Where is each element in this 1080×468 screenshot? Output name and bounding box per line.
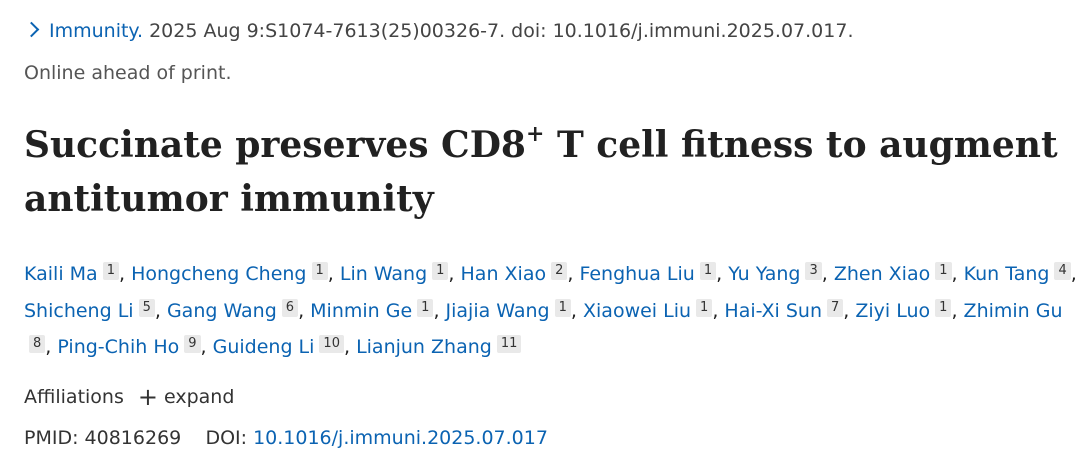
affiliation-number[interactable]: 1 — [417, 298, 434, 317]
author: Hai-Xi Sun 7, — [724, 298, 850, 322]
affiliation-number[interactable]: 1 — [432, 262, 449, 280]
author-link[interactable]: Fenghua Liu — [579, 263, 695, 285]
author: Kaili Ma 1, — [24, 262, 126, 285]
citation-details: 2025 Aug 9:S1074-7613(25)00326-7. doi: 1… — [149, 20, 854, 42]
author-separator: , — [327, 263, 334, 285]
author-link[interactable]: Jiajia Wang — [445, 299, 550, 322]
title-superscript: + — [525, 121, 545, 147]
chevron-icon[interactable] — [23, 21, 40, 38]
author-link[interactable]: Guideng Li — [212, 336, 315, 358]
affiliation-number[interactable]: 6 — [281, 298, 299, 317]
author-separator: , — [45, 336, 52, 358]
author-separator: , — [821, 263, 828, 285]
affiliations-label: Affiliations — [24, 386, 124, 408]
affiliation-number[interactable]: 4 — [1054, 262, 1071, 280]
affiliation-number[interactable]: 1 — [935, 298, 952, 317]
title-text: Succinate preserves CD8 — [24, 124, 526, 166]
author-link[interactable]: Ping-Chih Ho — [57, 336, 180, 358]
author: Minmin Ge 1, — [310, 298, 440, 322]
affiliation-number[interactable]: 5 — [138, 298, 155, 317]
author-separator: , — [433, 299, 440, 322]
pmid: 40816269 — [84, 427, 182, 449]
author-link[interactable]: Zhimin Gu — [963, 299, 1063, 322]
author: Shicheng Li 5, — [24, 298, 161, 322]
author: Lianjun Zhang 11 — [356, 335, 522, 358]
author-link[interactable]: Zhen Xiao — [833, 263, 931, 285]
author: Zhen Xiao 1, — [833, 262, 958, 285]
affiliation-number[interactable]: 3 — [805, 262, 822, 280]
author: Gang Wang 6, — [166, 298, 305, 322]
article-title: Succinate preserves CD8+ T cell fitness … — [24, 118, 1064, 226]
author-separator: , — [118, 263, 126, 285]
author-list: Kaili Ma 1, Hongcheng Cheng 1, Lin Wang 1, … — [24, 256, 1080, 366]
author: Hongcheng Cheng 1, — [131, 262, 334, 285]
pmid-label: PMID: — [24, 427, 79, 449]
author-separator: , — [448, 263, 455, 285]
author-separator: , — [716, 263, 723, 285]
author-link[interactable]: Yu Yang — [728, 263, 801, 285]
title-text: T cell fitness to augment antitumor immu… — [24, 124, 1058, 220]
affiliation-number[interactable]: 1 — [554, 298, 571, 317]
author-separator: , — [200, 336, 207, 358]
author: Fenghua Liu 1, — [579, 262, 723, 285]
author-link[interactable]: Han Xiao — [460, 263, 547, 285]
affiliation-number[interactable]: 2 — [551, 262, 568, 280]
doi-link[interactable]: 10.1016/j.immuni.2025.07.017 — [253, 427, 548, 449]
identifiers: PMID: 40816269 DOI: 10.1016/j.immuni.202… — [24, 427, 548, 449]
author-link[interactable]: Gang Wang — [166, 299, 277, 322]
journal-link[interactable]: Immunity. — [49, 20, 144, 42]
author-separator: , — [154, 299, 161, 322]
author-separator: , — [951, 263, 958, 285]
author-separator: , — [843, 299, 850, 322]
author: Yu Yang 3, — [728, 262, 828, 285]
author-link[interactable]: Ziyi Luo — [855, 299, 931, 322]
author-separator: , — [567, 263, 574, 285]
author: Ziyi Luo 1, — [855, 298, 958, 322]
author-link[interactable]: Lin Wang — [339, 263, 428, 285]
expand-icon[interactable]: + — [137, 383, 158, 411]
affiliation-number[interactable]: 1 — [935, 262, 952, 280]
affiliations: Affiliations + expand — [24, 383, 235, 411]
author: Jiajia Wang 1, — [445, 298, 577, 322]
publication-status: Online ahead of print. — [24, 62, 232, 84]
author-link[interactable]: Kaili Ma — [24, 263, 98, 285]
author: Guideng Li 10, — [212, 335, 351, 358]
author: Ping-Chih Ho 9, — [57, 335, 207, 358]
author-separator: , — [1070, 263, 1077, 285]
affiliation-number[interactable]: 9 — [184, 335, 201, 353]
author: Xiaowei Liu 1, — [583, 298, 719, 322]
affiliation-number[interactable]: 7 — [827, 298, 844, 317]
affiliation-number[interactable]: 1 — [699, 262, 717, 280]
author-link[interactable]: Kun Tang — [963, 263, 1050, 285]
author: Zhimin Gu 8, — [24, 299, 1063, 358]
author: Kun Tang 4, — [963, 262, 1077, 285]
author-link[interactable]: Hai-Xi Sun — [724, 299, 823, 322]
expand-toggle[interactable]: expand — [163, 386, 235, 408]
author-separator: , — [712, 299, 719, 322]
author: Lin Wang 1, — [339, 262, 455, 285]
affiliation-number[interactable]: 1 — [696, 298, 713, 317]
citation: Immunity. 2025 Aug 9:S1074-7613(25)00326… — [23, 20, 854, 42]
affiliation-number[interactable]: 1 — [102, 262, 119, 280]
affiliation-number[interactable]: 10 — [319, 335, 344, 353]
affiliation-number[interactable]: 1 — [311, 262, 328, 280]
author-link[interactable]: Lianjun Zhang — [356, 336, 492, 358]
affiliation-number[interactable]: 8 — [29, 335, 46, 353]
author-separator: , — [298, 299, 305, 322]
affiliation-number[interactable]: 11 — [496, 335, 522, 353]
author: Han Xiao 2, — [460, 262, 574, 285]
author-link[interactable]: Shicheng Li — [24, 299, 134, 322]
author-link[interactable]: Hongcheng Cheng — [131, 263, 307, 285]
author-link[interactable]: Minmin Ge — [310, 299, 413, 322]
author-separator: , — [570, 299, 577, 322]
doi-label: DOI: — [205, 427, 248, 449]
author-separator: , — [343, 336, 351, 358]
author-separator: , — [951, 299, 958, 322]
author-link[interactable]: Xiaowei Liu — [583, 299, 692, 322]
